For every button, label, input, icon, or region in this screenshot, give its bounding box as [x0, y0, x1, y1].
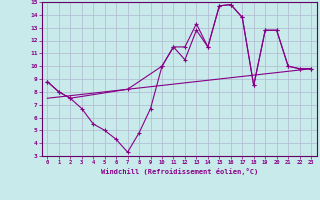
- X-axis label: Windchill (Refroidissement éolien,°C): Windchill (Refroidissement éolien,°C): [100, 168, 258, 175]
